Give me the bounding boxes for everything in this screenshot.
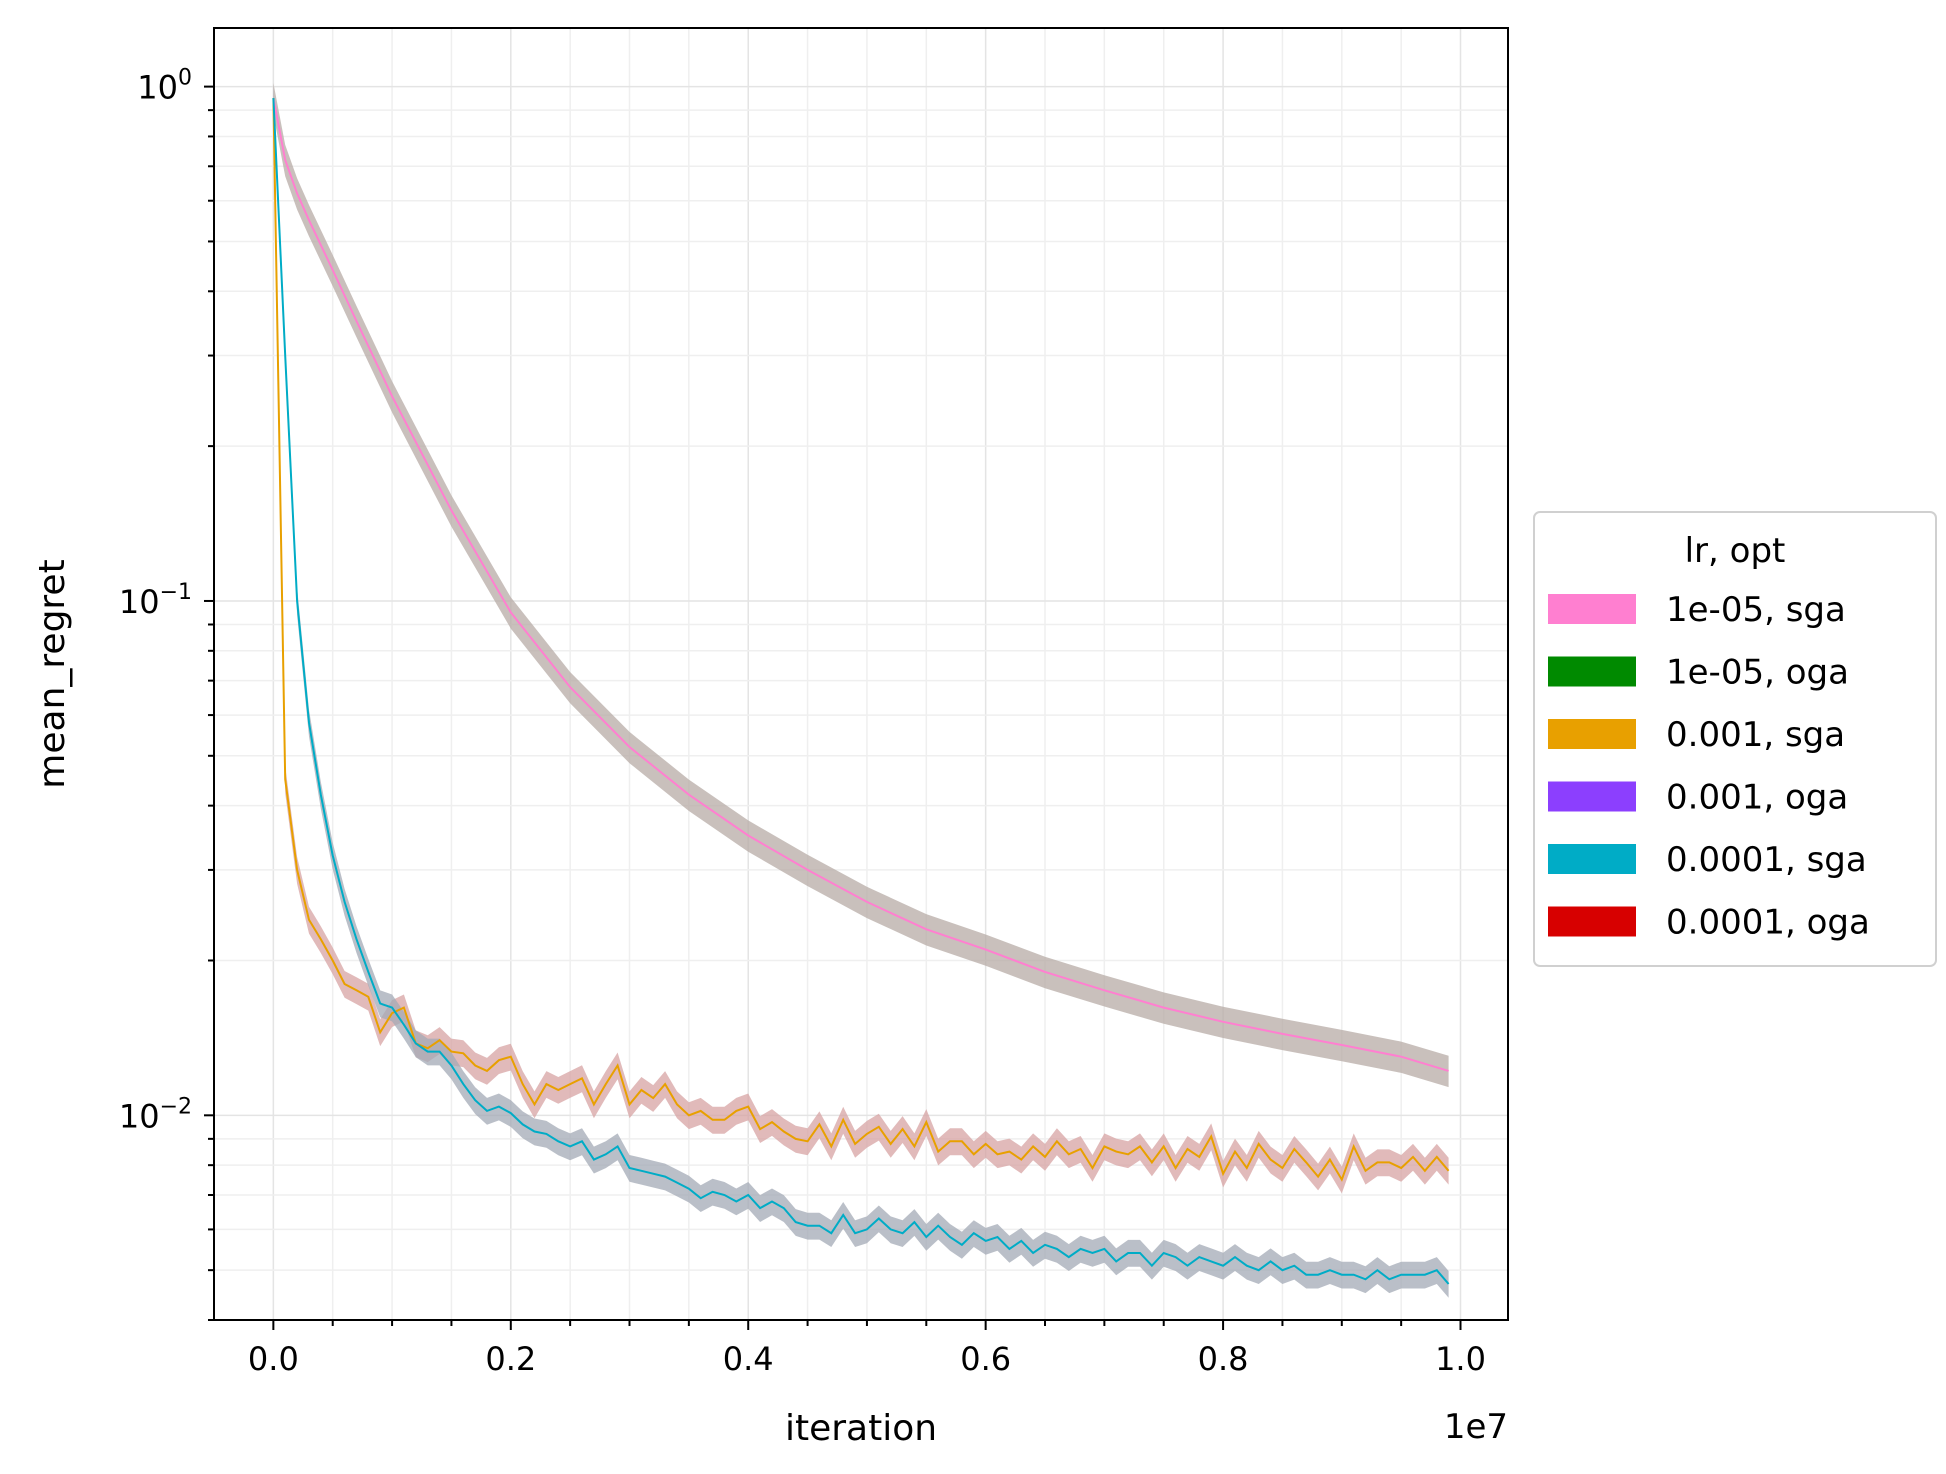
legend-swatch [1548, 594, 1636, 624]
legend-swatch [1548, 719, 1636, 749]
y-tick-label: 100 [137, 66, 192, 107]
y-axis-ticks: 100 10−1 10−2 [119, 66, 214, 1321]
legend-swatch [1548, 781, 1636, 812]
series-line [272, 98, 1450, 1285]
legend-entry-label: 0.0001, oga [1666, 903, 1870, 943]
series-line [272, 97, 1449, 1072]
legend-entry-label: 0.0001, sga [1666, 840, 1867, 880]
x-tick-label: 0.4 [723, 1340, 774, 1378]
x-tick-label: 0.2 [485, 1340, 536, 1378]
x-axis-label: iteration [785, 1408, 937, 1449]
x-axis-ticks: 0.0 0.2 0.4 0.6 0.8 1.0 [248, 1320, 1486, 1378]
series-band [273, 83, 1449, 1088]
legend-entry-label: 1e-05, sga [1666, 590, 1846, 630]
series-line [272, 98, 1450, 1182]
legend-entry-label: 0.001, oga [1666, 778, 1848, 818]
x-tick-label: 1.0 [1435, 1340, 1486, 1378]
legend-swatch [1548, 844, 1636, 874]
y-tick-label: 10−1 [119, 580, 192, 621]
legend: lr, opt 1e-05, sga 1e-05, oga 0.001, sga 0.… [1533, 511, 1937, 967]
legend-swatch [1548, 656, 1636, 687]
x-tick-label: 0.8 [1198, 1340, 1249, 1378]
plot-frame [213, 27, 1509, 1321]
legend-swatch [1548, 906, 1636, 937]
legend-entry-label: 0.001, sga [1666, 715, 1845, 755]
x-tick-label: 0.0 [248, 1340, 299, 1378]
x-offset-label: 1e7 [1444, 1407, 1508, 1447]
confidence-bands [273, 83, 1449, 1298]
y-tick-label: 10−2 [119, 1094, 192, 1135]
legend-entry-label: 1e-05, oga [1666, 653, 1849, 693]
series-lines [272, 97, 1450, 1285]
x-tick-label: 0.6 [960, 1340, 1011, 1378]
legend-title: lr, opt [1685, 531, 1786, 571]
y-axis-label: mean_regret [32, 559, 73, 788]
